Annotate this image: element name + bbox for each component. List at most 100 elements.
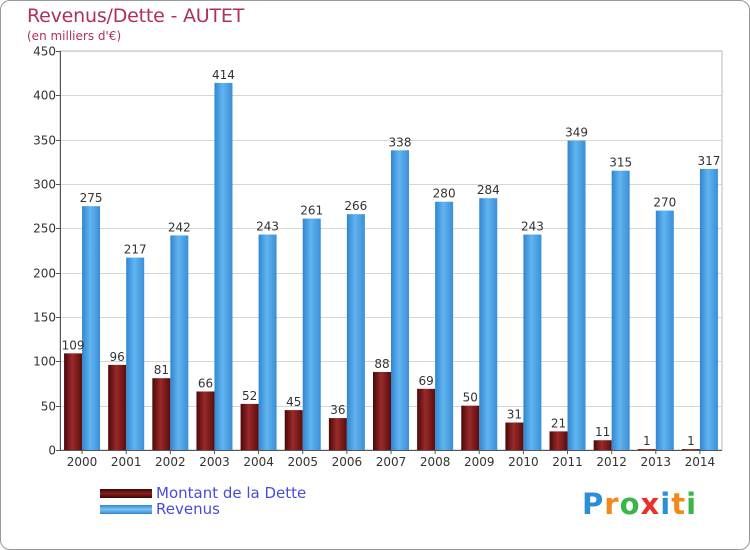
logo-letter: i (660, 487, 672, 521)
data-label-revenus: 261 (300, 204, 323, 218)
bar-dette-2007 (373, 371, 391, 450)
data-label-revenus: 414 (212, 68, 235, 82)
bar-dette-2012 (593, 440, 612, 450)
bar-revenus-2014 (699, 168, 718, 450)
data-label-revenus: 275 (80, 191, 103, 205)
data-label-revenus: 270 (653, 196, 676, 210)
y-tick-label: 400 (33, 89, 56, 103)
data-label-dette: 50 (463, 391, 478, 405)
bar-revenus-2001 (126, 257, 145, 450)
bar-revenus-2000 (82, 206, 101, 450)
data-label-dette: 88 (374, 357, 389, 371)
data-label-revenus: 280 (433, 187, 456, 201)
data-label-dette: 11 (595, 425, 610, 439)
x-tick-label: 2002 (155, 455, 186, 469)
bar-dette-2005 (284, 410, 303, 450)
data-label-dette: 31 (507, 408, 522, 422)
data-label-dette: 1 (643, 434, 651, 448)
bar-revenus-2012 (611, 170, 630, 450)
x-tick-label: 2009 (464, 455, 495, 469)
data-label-revenus: 266 (344, 199, 367, 213)
legend-label-dette: Montant de la Dette (156, 484, 307, 502)
data-label-dette: 45 (286, 395, 301, 409)
x-tick-label: 2013 (641, 455, 672, 469)
x-tick-label: 2014 (685, 455, 716, 469)
data-label-revenus: 317 (697, 154, 720, 168)
bar-dette-2004 (240, 403, 259, 450)
proxiti-logo: Proxiti (582, 487, 697, 521)
data-label-revenus: 242 (168, 220, 191, 234)
logo-letter: r (604, 487, 620, 521)
logo-letter: o (619, 487, 641, 521)
bar-dette-2002 (152, 378, 171, 450)
x-tick-label: 2001 (111, 455, 142, 469)
x-tick-label: 2010 (508, 455, 539, 469)
data-label-revenus: 315 (609, 156, 632, 170)
data-label-revenus: 217 (124, 243, 147, 257)
bar-revenus-2007 (391, 150, 409, 450)
x-tick-label: 2011 (552, 455, 583, 469)
bar-revenus-2011 (567, 140, 586, 450)
data-label-revenus: 284 (477, 183, 500, 197)
chart-title: Revenus/Dette - AUTET (27, 5, 245, 27)
bar-revenus-2005 (302, 218, 321, 450)
x-tick-label: 2008 (420, 455, 451, 469)
legend-label-revenus: Revenus (156, 500, 220, 518)
bar-dette-2010 (505, 422, 524, 450)
bar-revenus-2003 (214, 82, 233, 451)
bar-dette-2003 (196, 391, 215, 450)
data-label-revenus: 243 (521, 220, 544, 234)
bar-dette-2008 (417, 388, 436, 450)
data-label-revenus: 349 (565, 126, 588, 140)
data-label-dette: 96 (110, 350, 125, 364)
y-tick-label: 150 (33, 311, 56, 325)
logo-letter: P (582, 487, 605, 521)
bar-dette-2011 (549, 431, 568, 450)
data-label-dette: 52 (242, 389, 257, 403)
bar-dette-2006 (328, 418, 347, 450)
x-tick-label: 2007 (376, 455, 407, 469)
x-tick-label: 2005 (287, 455, 318, 469)
legend-swatch-revenus (100, 505, 152, 514)
y-tick-label: 300 (33, 178, 56, 192)
y-tick-label: 50 (41, 400, 56, 414)
data-label-dette: 109 (62, 338, 85, 352)
legend-swatch-dette (100, 489, 152, 498)
data-label-dette: 66 (198, 376, 213, 390)
bar-dette-2013 (637, 449, 656, 450)
data-label-revenus: 243 (256, 220, 279, 234)
bar-revenus-2010 (523, 234, 542, 450)
data-label-revenus: 338 (389, 135, 412, 149)
x-tick-label: 2004 (243, 455, 274, 469)
y-tick-label: 0 (48, 444, 56, 458)
logo-letter: i (686, 487, 698, 521)
x-tick-label: 2012 (596, 455, 627, 469)
bar-revenus-2009 (479, 198, 498, 450)
bar-dette-2001 (108, 364, 127, 450)
y-tick-label: 100 (33, 355, 56, 369)
bar-dette-2009 (461, 405, 480, 450)
bar-revenus-2006 (346, 214, 365, 450)
x-tick-label: 2003 (199, 455, 230, 469)
data-label-dette: 36 (330, 403, 345, 417)
data-label-dette: 1 (687, 434, 695, 448)
x-tick-label: 2006 (332, 455, 363, 469)
bar-revenus-2008 (435, 201, 454, 450)
y-tick-label: 200 (33, 267, 56, 281)
y-tick-label: 450 (33, 45, 56, 59)
bar-revenus-2013 (655, 210, 674, 450)
logo-letter: x (640, 487, 661, 521)
bar-revenus-2004 (258, 234, 277, 450)
y-tick-label: 350 (33, 134, 56, 148)
y-tick-label: 250 (33, 222, 56, 236)
data-label-dette: 69 (418, 374, 433, 388)
bar-revenus-2002 (170, 235, 189, 450)
chart-subtitle: (en milliers d'€) (27, 29, 122, 43)
data-label-dette: 21 (551, 416, 566, 430)
x-tick-label: 2000 (67, 455, 98, 469)
bar-dette-2014 (681, 449, 700, 450)
logo-letter: t (671, 487, 687, 521)
data-label-dette: 81 (154, 363, 169, 377)
bar-dette-2000 (64, 353, 83, 450)
